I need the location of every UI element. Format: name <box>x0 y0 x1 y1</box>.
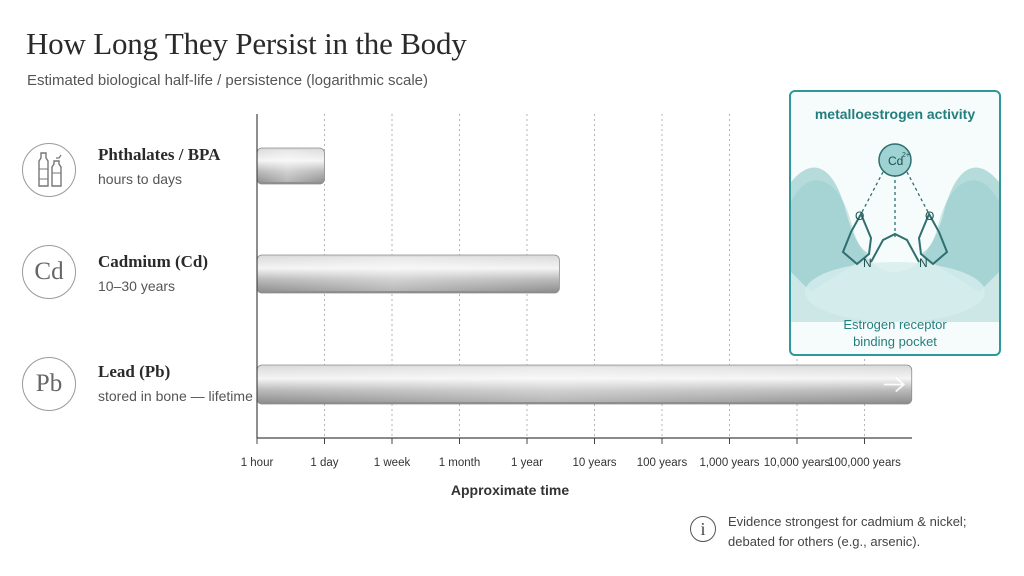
x-tick-label: 100 years <box>637 457 688 469</box>
chart-title: How Long They Persist in the Body <box>26 26 467 61</box>
x-tick-label: 10,000 years <box>764 457 831 469</box>
inset-caption: Estrogen receptor binding pocket <box>791 316 999 350</box>
bottles-icon <box>22 143 76 197</box>
evidence-note-line2: debated for others (e.g., arsenic). <box>728 534 921 549</box>
inset-caption-line2: binding pocket <box>853 334 937 349</box>
x-tick-label: 1 month <box>439 457 481 469</box>
inset-title: metalloestrogen activity <box>814 106 976 122</box>
x-tick-label: 10 years <box>572 457 616 469</box>
atom-label-o-left: O <box>855 209 864 223</box>
bar-sheen-2 <box>257 367 912 402</box>
x-tick-label: 1 week <box>374 457 411 469</box>
atom-label-n-right: N <box>919 256 928 270</box>
cadmium-symbol-icon: Cd <box>22 245 76 299</box>
ion-label: Cd <box>888 154 903 168</box>
ion-charge: 2+ <box>902 152 910 159</box>
binding-pocket-illustration: Cd 2+ O O N N <box>791 143 999 322</box>
chart-subtitle: Estimated biological half-life / persist… <box>27 72 429 89</box>
x-tick-label: 1 year <box>511 457 543 469</box>
row-label-phthalates: Phthalates / BPA <box>98 145 221 164</box>
cadmium-symbol: Cd <box>34 258 64 285</box>
row-note-lead: stored in bone — lifetime <box>98 388 253 404</box>
atom-label-o-right: O <box>925 209 934 223</box>
x-axis-title: Approximate time <box>450 482 570 498</box>
inset-caption-line1: Estrogen receptor <box>843 317 947 332</box>
evidence-note-text: Evidence strongest for cadmium & nickel;… <box>728 512 966 552</box>
evidence-note-line1: Evidence strongest for cadmium & nickel; <box>728 514 967 529</box>
bar-sheen-0 <box>257 150 325 182</box>
metalloestrogen-inset: metalloestrogen activity Cd 2+ O O N N E… <box>789 90 1001 356</box>
x-tick-label: 1 hour <box>241 457 274 469</box>
x-tick-label: 100,000 years <box>828 457 901 469</box>
row-note-cadmium: 10–30 years <box>98 278 176 294</box>
bar-sheen-1 <box>257 257 560 291</box>
evidence-note: i Evidence strongest for cadmium & nicke… <box>690 512 966 552</box>
lifetime-arrow-icon <box>883 376 906 393</box>
row-label-cadmium: Cadmium (Cd) <box>98 252 209 271</box>
x-tick-label: 1,000 years <box>699 457 759 469</box>
x-tick-label: 1 day <box>310 457 338 469</box>
lead-symbol-icon: Pb <box>22 357 76 411</box>
atom-label-n-left: N <box>863 256 872 270</box>
info-icon: i <box>690 516 716 542</box>
row-note-phthalates: hours to days <box>98 171 183 187</box>
row-label-lead: Lead (Pb) <box>98 362 171 381</box>
lead-symbol: Pb <box>35 370 63 397</box>
